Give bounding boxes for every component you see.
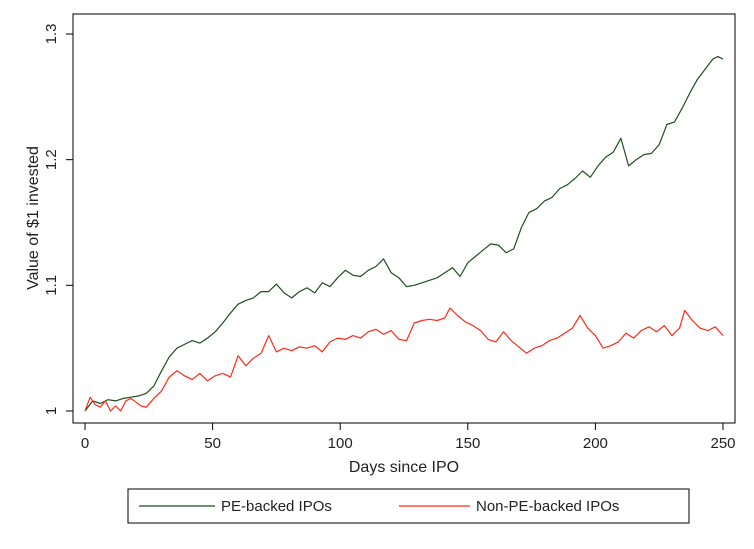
y-axis-title: Value of $1 invested — [25, 146, 42, 290]
x-tick-label: 0 — [81, 435, 89, 452]
x-tick-label: 150 — [455, 435, 480, 452]
y-axis: 1 1.1 1.2 1.3 — [43, 24, 73, 415]
x-axis: 0 50 100 150 200 250 — [81, 423, 736, 452]
x-tick-label: 100 — [328, 435, 353, 452]
legend-label-non-pe: Non-PE-backed IPOs — [476, 498, 619, 515]
series-line-pe-backed — [84, 56, 724, 412]
legend: PE-backed IPOs Non-PE-backed IPOs — [127, 488, 690, 524]
series-layer — [84, 56, 724, 412]
x-tick-label: 200 — [583, 435, 608, 452]
x-tick-label: 50 — [204, 435, 221, 452]
legend-label-pe: PE-backed IPOs — [221, 498, 332, 515]
y-tick-label: 1.3 — [43, 24, 60, 45]
y-tick-label: 1 — [43, 407, 60, 415]
y-tick-label: 1.2 — [43, 149, 60, 170]
x-axis-title: Days since IPO — [349, 459, 459, 476]
x-tick-label: 250 — [710, 435, 735, 452]
y-tick-label: 1.1 — [43, 275, 60, 296]
series-line-non-pe-backed — [84, 307, 724, 412]
plot-area — [72, 13, 736, 424]
